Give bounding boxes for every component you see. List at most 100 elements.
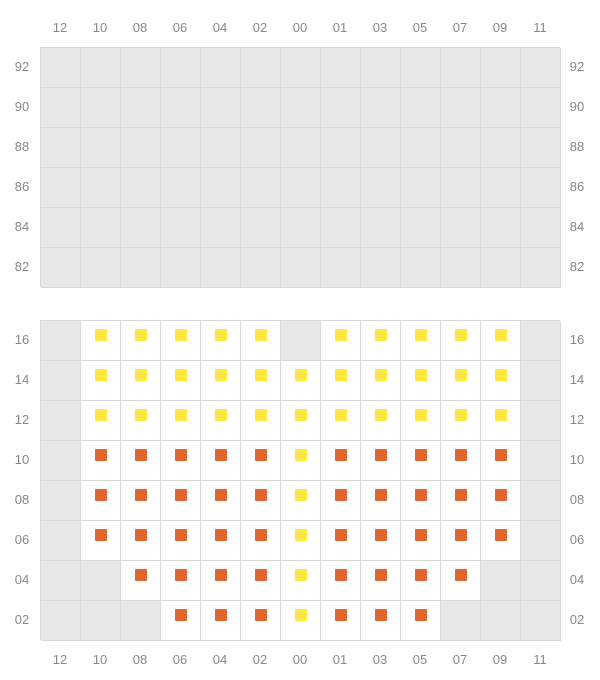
seat-cell[interactable]	[441, 401, 481, 441]
seat-cell[interactable]	[201, 321, 241, 361]
seat-cell[interactable]	[201, 401, 241, 441]
seat-cell[interactable]	[161, 321, 201, 361]
seat-cell	[321, 128, 361, 168]
seat-cell[interactable]	[241, 401, 281, 441]
seat-cell[interactable]	[361, 521, 401, 561]
row-label-left: 16	[8, 320, 36, 360]
seat-cell[interactable]	[401, 441, 441, 481]
seat-cell[interactable]	[481, 521, 521, 561]
seat-cell[interactable]	[441, 361, 481, 401]
seat-cell[interactable]	[481, 401, 521, 441]
seat-cell[interactable]	[81, 361, 121, 401]
seat-cell[interactable]	[361, 361, 401, 401]
seat-cell[interactable]	[361, 561, 401, 601]
seat-cell[interactable]	[81, 401, 121, 441]
empty-cell	[41, 441, 81, 481]
seat-cell[interactable]	[121, 521, 161, 561]
seat-cell[interactable]	[81, 481, 121, 521]
seat-cell[interactable]	[201, 441, 241, 481]
seat-cell[interactable]	[161, 521, 201, 561]
seat-cell[interactable]	[201, 361, 241, 401]
seat-cell[interactable]	[241, 561, 281, 601]
seat-cell[interactable]	[121, 321, 161, 361]
col-label-bottom: 01	[320, 652, 360, 667]
seat-cell[interactable]	[321, 321, 361, 361]
seat-cell[interactable]	[281, 521, 321, 561]
seat-cell[interactable]	[161, 561, 201, 601]
seat-cell[interactable]	[241, 321, 281, 361]
seat-cell[interactable]	[281, 441, 321, 481]
seat-cell[interactable]	[201, 601, 241, 641]
seat-cell[interactable]	[241, 361, 281, 401]
seat-cell[interactable]	[201, 561, 241, 601]
seat-cell[interactable]	[241, 601, 281, 641]
seat-cell[interactable]	[441, 521, 481, 561]
seat-cell[interactable]	[201, 481, 241, 521]
seat-cell[interactable]	[401, 521, 441, 561]
seat-cell[interactable]	[161, 401, 201, 441]
seat-cell[interactable]	[401, 361, 441, 401]
seat-cell	[521, 128, 561, 168]
seat-cell[interactable]	[201, 521, 241, 561]
seat-cell[interactable]	[321, 561, 361, 601]
seat-cell[interactable]	[281, 401, 321, 441]
seat-cell[interactable]	[481, 361, 521, 401]
seat-cell[interactable]	[281, 601, 321, 641]
seat-cell	[361, 208, 401, 248]
seat-cell[interactable]	[441, 441, 481, 481]
row-label-right: 92	[563, 47, 591, 87]
col-label-bottom: 04	[200, 652, 240, 667]
empty-cell	[521, 561, 561, 601]
seat-marker-yellow	[215, 329, 227, 341]
seat-cell[interactable]	[321, 521, 361, 561]
seat-marker-yellow	[375, 409, 387, 421]
seat-cell[interactable]	[81, 441, 121, 481]
seat-cell[interactable]	[321, 601, 361, 641]
seat-cell[interactable]	[321, 441, 361, 481]
seat-cell[interactable]	[121, 481, 161, 521]
seat-cell[interactable]	[321, 481, 361, 521]
seat-cell[interactable]	[241, 481, 281, 521]
seat-cell	[81, 208, 121, 248]
row-label-left: 92	[8, 47, 36, 87]
seat-marker-yellow	[455, 329, 467, 341]
empty-cell	[521, 481, 561, 521]
seat-cell[interactable]	[121, 361, 161, 401]
seat-cell[interactable]	[321, 401, 361, 441]
seat-cell[interactable]	[481, 441, 521, 481]
seat-cell[interactable]	[361, 441, 401, 481]
seat-cell[interactable]	[401, 481, 441, 521]
seat-cell[interactable]	[441, 321, 481, 361]
seat-cell[interactable]	[281, 561, 321, 601]
seat-cell[interactable]	[161, 481, 201, 521]
seat-cell[interactable]	[161, 601, 201, 641]
seat-cell[interactable]	[441, 481, 481, 521]
seat-cell[interactable]	[361, 481, 401, 521]
seat-cell[interactable]	[121, 561, 161, 601]
seat-cell[interactable]	[401, 321, 441, 361]
seat-cell[interactable]	[161, 441, 201, 481]
seat-cell	[201, 208, 241, 248]
seat-cell[interactable]	[361, 601, 401, 641]
seat-marker-yellow	[175, 369, 187, 381]
seat-cell[interactable]	[441, 561, 481, 601]
seat-cell[interactable]	[81, 521, 121, 561]
seat-cell[interactable]	[161, 361, 201, 401]
seat-cell[interactable]	[481, 481, 521, 521]
seat-cell[interactable]	[361, 321, 401, 361]
empty-cell	[41, 521, 81, 561]
seat-cell[interactable]	[81, 321, 121, 361]
seat-cell[interactable]	[401, 401, 441, 441]
seat-cell[interactable]	[321, 361, 361, 401]
seat-cell[interactable]	[401, 601, 441, 641]
seat-cell[interactable]	[241, 441, 281, 481]
seat-cell[interactable]	[401, 561, 441, 601]
seat-cell[interactable]	[481, 321, 521, 361]
seat-cell[interactable]	[281, 481, 321, 521]
seat-cell[interactable]	[241, 521, 281, 561]
seat-cell	[361, 128, 401, 168]
seat-cell[interactable]	[121, 401, 161, 441]
seat-cell[interactable]	[121, 441, 161, 481]
seat-cell[interactable]	[361, 401, 401, 441]
seat-cell[interactable]	[281, 361, 321, 401]
